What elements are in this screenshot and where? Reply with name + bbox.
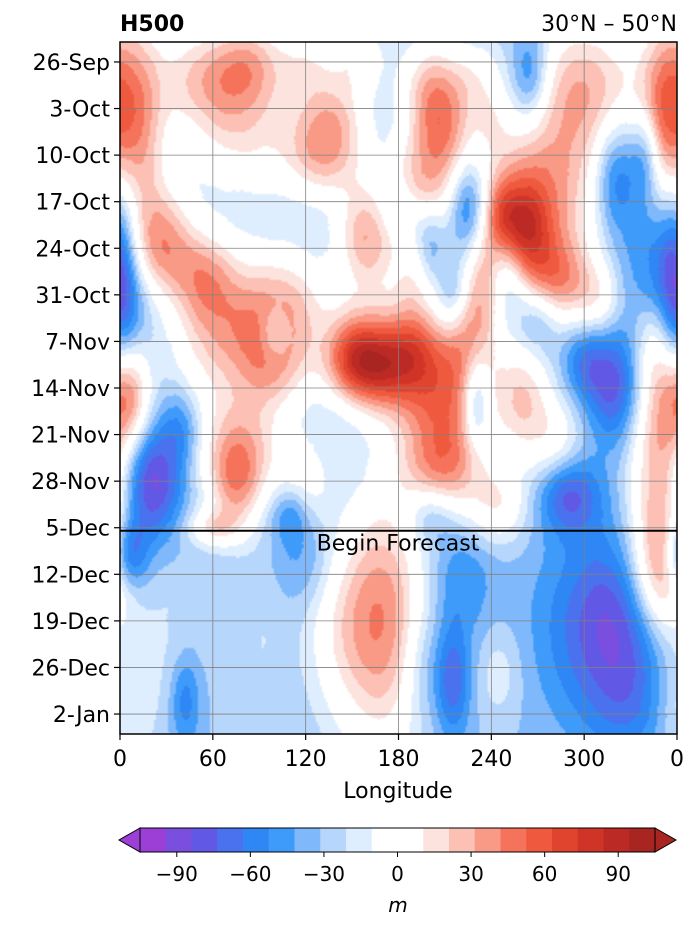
colorbar-segment — [294, 828, 321, 852]
x-tick-label: 0 — [113, 747, 127, 772]
colorbar-segment — [217, 828, 244, 852]
x-axis: 0 60 120 180 240 300 0 — [113, 734, 684, 772]
y-tick-label: 5-Dec — [45, 517, 110, 542]
y-tick-label: 12-Dec — [31, 563, 110, 588]
y-tick-label: 21-Nov — [31, 424, 110, 449]
forecast-marker: Begin Forecast — [120, 529, 677, 557]
y-tick-label: 31-Oct — [35, 284, 110, 309]
y-axis: 26-Sep 3-Oct 10-Oct 17-Oct 24-Oct 31-Oct 7-Nov… — [31, 51, 120, 728]
x-axis-label: Longitude — [343, 779, 452, 804]
y-tick-label: 7-Nov — [45, 330, 110, 355]
colorbar-tick-label: −30 — [303, 862, 345, 886]
colorbar-over-arrow — [654, 827, 678, 853]
colorbar-segment — [268, 828, 295, 852]
colorbar-segment — [371, 828, 398, 852]
colorbar-segment — [423, 828, 450, 852]
colorbar-tick-label: 30 — [458, 862, 483, 886]
x-tick-label: 180 — [378, 747, 420, 772]
colorbar-segment — [346, 828, 373, 852]
y-tick-label: 14-Nov — [31, 377, 110, 402]
y-tick-label: 26-Dec — [31, 656, 110, 681]
colorbar-segment — [629, 828, 656, 852]
colorbar-segment — [140, 828, 167, 852]
colorbar-segment — [191, 828, 218, 852]
colorbar-segment — [577, 828, 604, 852]
colorbar-segment — [449, 828, 476, 852]
colorbar-segment — [603, 828, 630, 852]
colorbar-label: m — [388, 893, 407, 917]
colorbar-tick-label: −90 — [156, 862, 198, 886]
y-tick-label: 26-Sep — [33, 51, 110, 76]
colorbar-segment — [552, 828, 579, 852]
y-tick-label: 28-Nov — [31, 470, 110, 495]
x-tick-label: 240 — [470, 747, 512, 772]
colorbar-tick-label: −60 — [229, 862, 271, 886]
x-tick-label: 0 — [670, 747, 684, 772]
y-tick-label: 3-Oct — [49, 98, 110, 123]
colorbar-segment — [500, 828, 527, 852]
colorbar: −90 −60 −30 0 30 60 90 — [117, 827, 678, 886]
colorbar-under-arrow — [117, 827, 141, 853]
chart-title: H500 — [120, 12, 184, 37]
colorbar-tick-label: 60 — [532, 862, 557, 886]
colorbar-segment — [474, 828, 501, 852]
x-tick-label: 300 — [563, 747, 605, 772]
forecast-annotation: Begin Forecast — [317, 532, 480, 557]
y-tick-label: 2-Jan — [53, 703, 110, 728]
colorbar-segment — [397, 828, 424, 852]
y-tick-label: 10-Oct — [35, 144, 110, 169]
colorbar-segment — [165, 828, 192, 852]
colorbar-tick-label: 90 — [605, 862, 630, 886]
y-tick-label: 17-Oct — [35, 191, 110, 216]
colorbar-segment — [243, 828, 270, 852]
y-tick-label: 24-Oct — [35, 237, 110, 262]
x-tick-label: 60 — [199, 747, 227, 772]
y-tick-label: 19-Dec — [31, 610, 110, 635]
colorbar-tick-label: 0 — [391, 862, 404, 886]
chart-subtitle: 30°N – 50°N — [541, 12, 677, 37]
x-tick-label: 120 — [285, 747, 327, 772]
colorbar-segment — [320, 828, 347, 852]
colorbar-segment — [526, 828, 553, 852]
